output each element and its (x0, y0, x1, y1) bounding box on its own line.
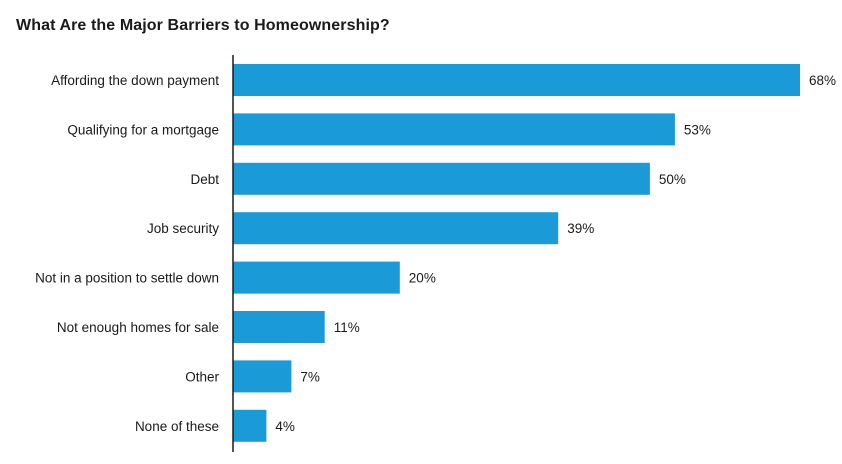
bar (233, 409, 267, 442)
category-label: Not in a position to settle down (35, 271, 219, 286)
value-label: 50% (659, 172, 686, 187)
value-labels-group: 68% 53% 50% 39% 20% 11% 7% 4% (275, 73, 836, 434)
category-label: Affording the down payment (51, 73, 219, 88)
bar (233, 360, 292, 393)
category-label: Not enough homes for sale (57, 320, 219, 335)
value-label: 4% (275, 419, 295, 434)
bar (233, 64, 800, 96)
value-label: 53% (684, 122, 711, 137)
value-label: 7% (300, 369, 320, 384)
category-label: Debt (190, 172, 219, 187)
bar (233, 212, 559, 245)
bars-group (233, 64, 800, 442)
category-labels-group: Affording the down payment Qualifying for… (35, 73, 219, 434)
value-label: 39% (567, 221, 594, 236)
category-label: None of these (135, 419, 219, 434)
bar (233, 311, 325, 343)
chart-title: What Are the Major Barriers to Homeowner… (16, 17, 390, 34)
bar (233, 162, 650, 195)
bar (233, 261, 400, 294)
bar (233, 113, 675, 146)
value-label: 11% (334, 320, 360, 335)
category-label: Other (185, 369, 219, 384)
value-label: 20% (409, 271, 436, 286)
value-label: 68% (809, 73, 836, 88)
category-label: Qualifying for a mortgage (67, 122, 219, 137)
category-label: Job security (147, 221, 219, 236)
